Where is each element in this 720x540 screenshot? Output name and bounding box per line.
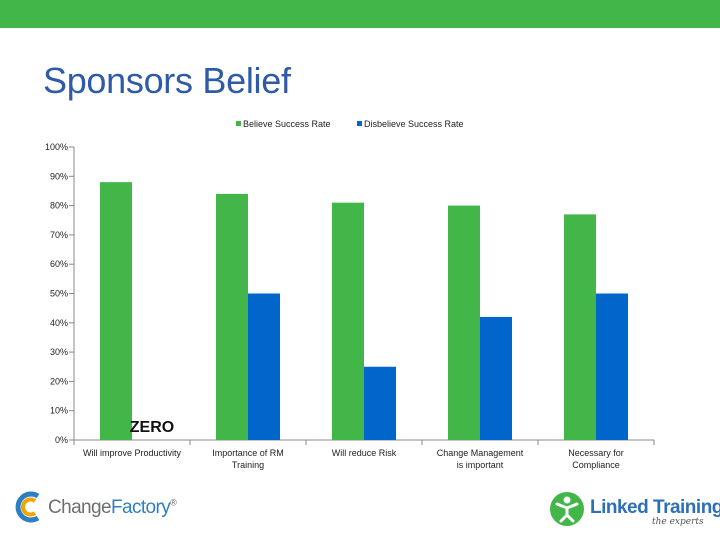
y-tick-label: 0%: [55, 435, 68, 445]
bar-believe: [448, 205, 480, 440]
x-category-label: Necessary for Compliance: [568, 448, 624, 470]
y-tick-label: 30%: [50, 347, 68, 357]
linkedtraining-tagline: the experts: [652, 517, 704, 527]
y-tick-label: 100%: [45, 142, 68, 152]
y-tick-label: 50%: [50, 289, 68, 299]
linkedtraining-logo: Linked Training the experts: [546, 488, 720, 534]
zero-annotation: ZERO: [130, 419, 174, 436]
legend-swatch: [236, 121, 241, 126]
y-tick-label: 20%: [50, 376, 68, 386]
bar-believe: [100, 182, 132, 440]
bar-disbelieve: [248, 293, 280, 440]
y-tick-label: 10%: [50, 406, 68, 416]
legend-label: Disbelieve Success Rate: [364, 119, 464, 129]
linkedtraining-figure-icon: [550, 492, 584, 526]
changefactory-c-icon: [15, 491, 40, 523]
y-tick-label: 80%: [50, 201, 68, 211]
bar-believe: [216, 193, 248, 440]
legend-label: Believe Success Rate: [243, 119, 331, 129]
linkedtraining-wordmark: Linked Training: [590, 497, 720, 518]
y-tick-label: 60%: [50, 259, 68, 269]
x-category-label: Will reduce Risk: [332, 448, 397, 458]
changefactory-logo: ChangeFactory®: [14, 488, 177, 528]
top-accent-bar: [0, 0, 720, 28]
y-tick-label: 70%: [50, 230, 68, 240]
bar-believe: [564, 214, 596, 440]
bar-disbelieve: [480, 316, 512, 440]
x-category-label: Importance of RM Training: [212, 448, 284, 470]
bar-disbelieve: [596, 293, 628, 440]
bar-believe: [332, 202, 364, 440]
y-tick-label: 90%: [50, 171, 68, 181]
bar-chart: 0% 10% 20% 30% 40% 50% 60% 70% 80% 90% 100% Will im…: [45, 119, 655, 470]
legend-swatch: [357, 121, 362, 126]
y-tick-label: 40%: [50, 318, 68, 328]
changefactory-wordmark: ChangeFactory®: [48, 497, 177, 518]
bar-disbelieve: [364, 366, 396, 440]
slide-title: Sponsors Belief: [43, 60, 291, 101]
x-category-label: Change Management is important: [437, 448, 524, 470]
x-category-label: Will improve Productivity: [83, 448, 182, 458]
